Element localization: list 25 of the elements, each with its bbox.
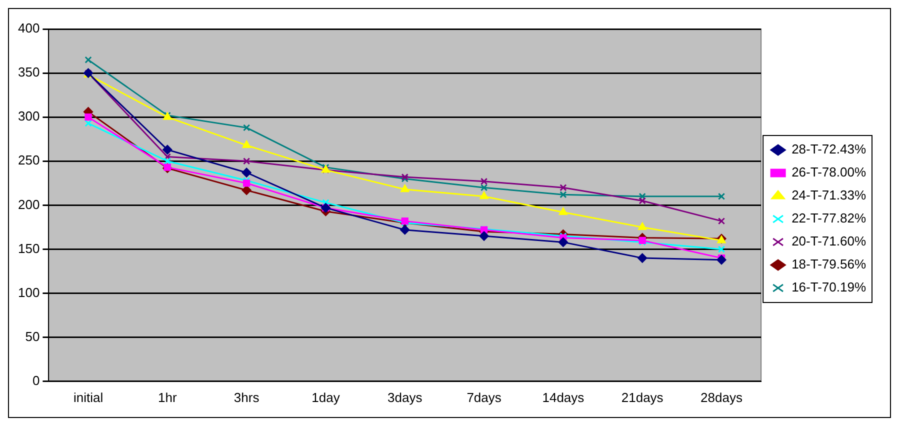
legend-label: 26-T-78.00% (792, 164, 866, 180)
legend-label: 24-T-71.33% (792, 188, 866, 203)
x-tick-label: 28days (700, 390, 743, 405)
y-tick-label: 0 (32, 372, 40, 388)
x-tick-label: 21days (621, 390, 664, 405)
legend-label: 18-T-79.56% (792, 256, 866, 272)
legend-label: 22-T-77.82% (792, 210, 866, 226)
x-tick-label: 3hrs (234, 390, 260, 405)
y-tick-label: 200 (18, 196, 40, 212)
y-tick-label: 250 (18, 152, 40, 168)
legend-label: 20-T-71.60% (792, 234, 866, 249)
x-tick-label: 3days (388, 390, 423, 405)
x-tick-label: initial (73, 390, 104, 405)
y-tick-label: 400 (18, 20, 40, 36)
y-tick-label: 50 (25, 328, 40, 344)
x-tick-label: 1day (312, 390, 340, 405)
legend-label: 16-T-70.19% (792, 280, 866, 295)
y-tick-label: 300 (18, 108, 40, 124)
x-tick-label: 14days (542, 390, 585, 405)
x-tick-label: 7days (466, 390, 502, 405)
y-tick-label: 150 (18, 240, 40, 256)
legend-label: 28-T-72.43% (792, 142, 866, 157)
y-tick-label: 350 (18, 64, 40, 80)
y-tick-label: 100 (18, 284, 40, 300)
x-tick-label: 1hr (158, 390, 178, 405)
